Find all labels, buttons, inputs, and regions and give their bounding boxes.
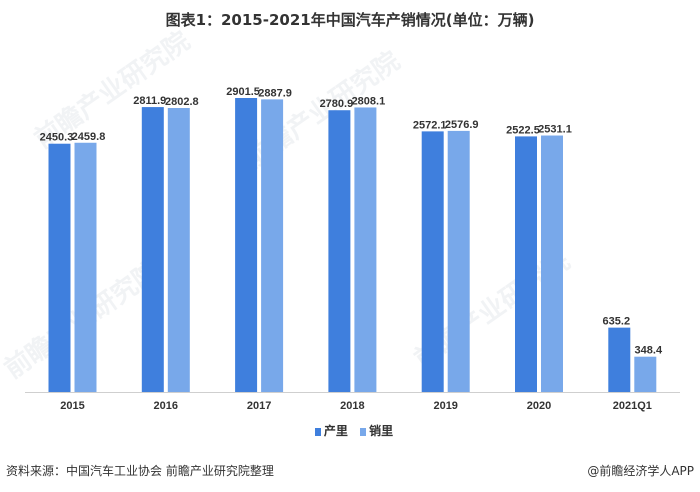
bar-sales (541, 135, 563, 392)
data-label: 2802.8 (165, 96, 199, 108)
data-label: 2780.9 (320, 98, 354, 110)
data-label: 348.4 (635, 345, 663, 357)
data-label: 2522.5 (506, 124, 540, 136)
bar-production (141, 107, 164, 392)
x-tick-label: 2016 (154, 400, 178, 412)
bar-sales (261, 99, 284, 392)
bar-production (608, 327, 631, 392)
credit: @前瞻经济学人APP (587, 464, 694, 478)
data-label: 2531.1 (538, 124, 572, 136)
bar-sales (167, 108, 190, 392)
data-label: 2459.8 (72, 131, 106, 143)
bar-production (235, 98, 258, 392)
data-label: 2808.1 (352, 95, 386, 107)
data-label: 2576.9 (445, 119, 479, 131)
legend-label-production: 产里 (323, 424, 348, 438)
bar-production (421, 131, 444, 392)
data-label: 2450.3 (40, 132, 74, 144)
bar-production (328, 110, 351, 392)
x-tick-label: 2018 (340, 400, 364, 412)
chart-title: 图表1：2015-2021年中国汽车产销情况(单位：万辆) (165, 11, 535, 29)
bar-production (48, 143, 71, 392)
bar-production (515, 136, 537, 392)
x-tick-label: 2017 (247, 400, 271, 412)
data-label: 2901.5 (226, 86, 260, 98)
data-label: 2811.9 (133, 95, 166, 107)
legend: 产里 销里 (0, 422, 700, 439)
bar-sales (447, 130, 470, 392)
x-tick-label: 2020 (527, 400, 551, 412)
legend-swatch-production (314, 427, 321, 436)
x-tick-label: 2019 (433, 400, 457, 412)
data-label: 635.2 (603, 316, 631, 328)
x-tick-label: 2021Q1 (613, 400, 652, 412)
source-note: 资料来源：中国汽车工业协会 前瞻产业研究院整理 (6, 464, 274, 478)
bar-sales (74, 142, 97, 392)
bar-sales (354, 107, 377, 393)
x-tick-label: 2015 (60, 400, 84, 412)
data-label: 2887.9 (258, 87, 292, 99)
legend-label-sales: 销里 (369, 424, 394, 438)
bar-sales (634, 356, 657, 392)
data-label: 2572.1 (413, 119, 447, 131)
legend-swatch-sales (360, 427, 367, 436)
